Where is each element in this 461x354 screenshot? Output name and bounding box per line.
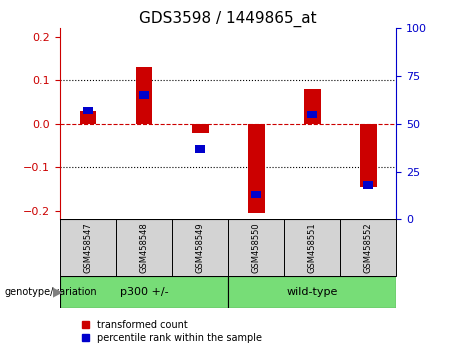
Legend: transformed count, percentile rank within the sample: transformed count, percentile rank withi… [82,320,262,343]
Bar [172,219,228,276]
Text: GSM458548: GSM458548 [140,222,148,273]
Bar [136,67,153,124]
Bar [340,219,396,276]
Text: GSM458549: GSM458549 [195,222,205,273]
Text: genotype/variation: genotype/variation [5,287,97,297]
Bar [228,219,284,276]
Bar [60,219,116,276]
Title: GDS3598 / 1449865_at: GDS3598 / 1449865_at [139,11,317,27]
Bar [251,191,261,199]
Bar [60,276,228,308]
Bar [116,219,172,276]
Text: GSM458547: GSM458547 [83,222,93,273]
Bar [195,145,205,153]
Bar [304,89,321,124]
Bar [139,91,149,99]
Bar [363,181,373,189]
Bar [83,107,93,114]
Bar [248,124,265,213]
Bar [80,111,96,124]
Text: GSM458550: GSM458550 [252,222,261,273]
Text: wild-type: wild-type [287,287,338,297]
Bar [192,124,208,133]
Bar [284,219,340,276]
Text: p300 +/-: p300 +/- [120,287,168,297]
Bar [228,276,396,308]
Bar [307,110,317,118]
Bar [360,124,377,187]
Text: GSM458552: GSM458552 [364,222,373,273]
Text: GSM458551: GSM458551 [308,222,317,273]
Text: ▶: ▶ [53,286,63,298]
